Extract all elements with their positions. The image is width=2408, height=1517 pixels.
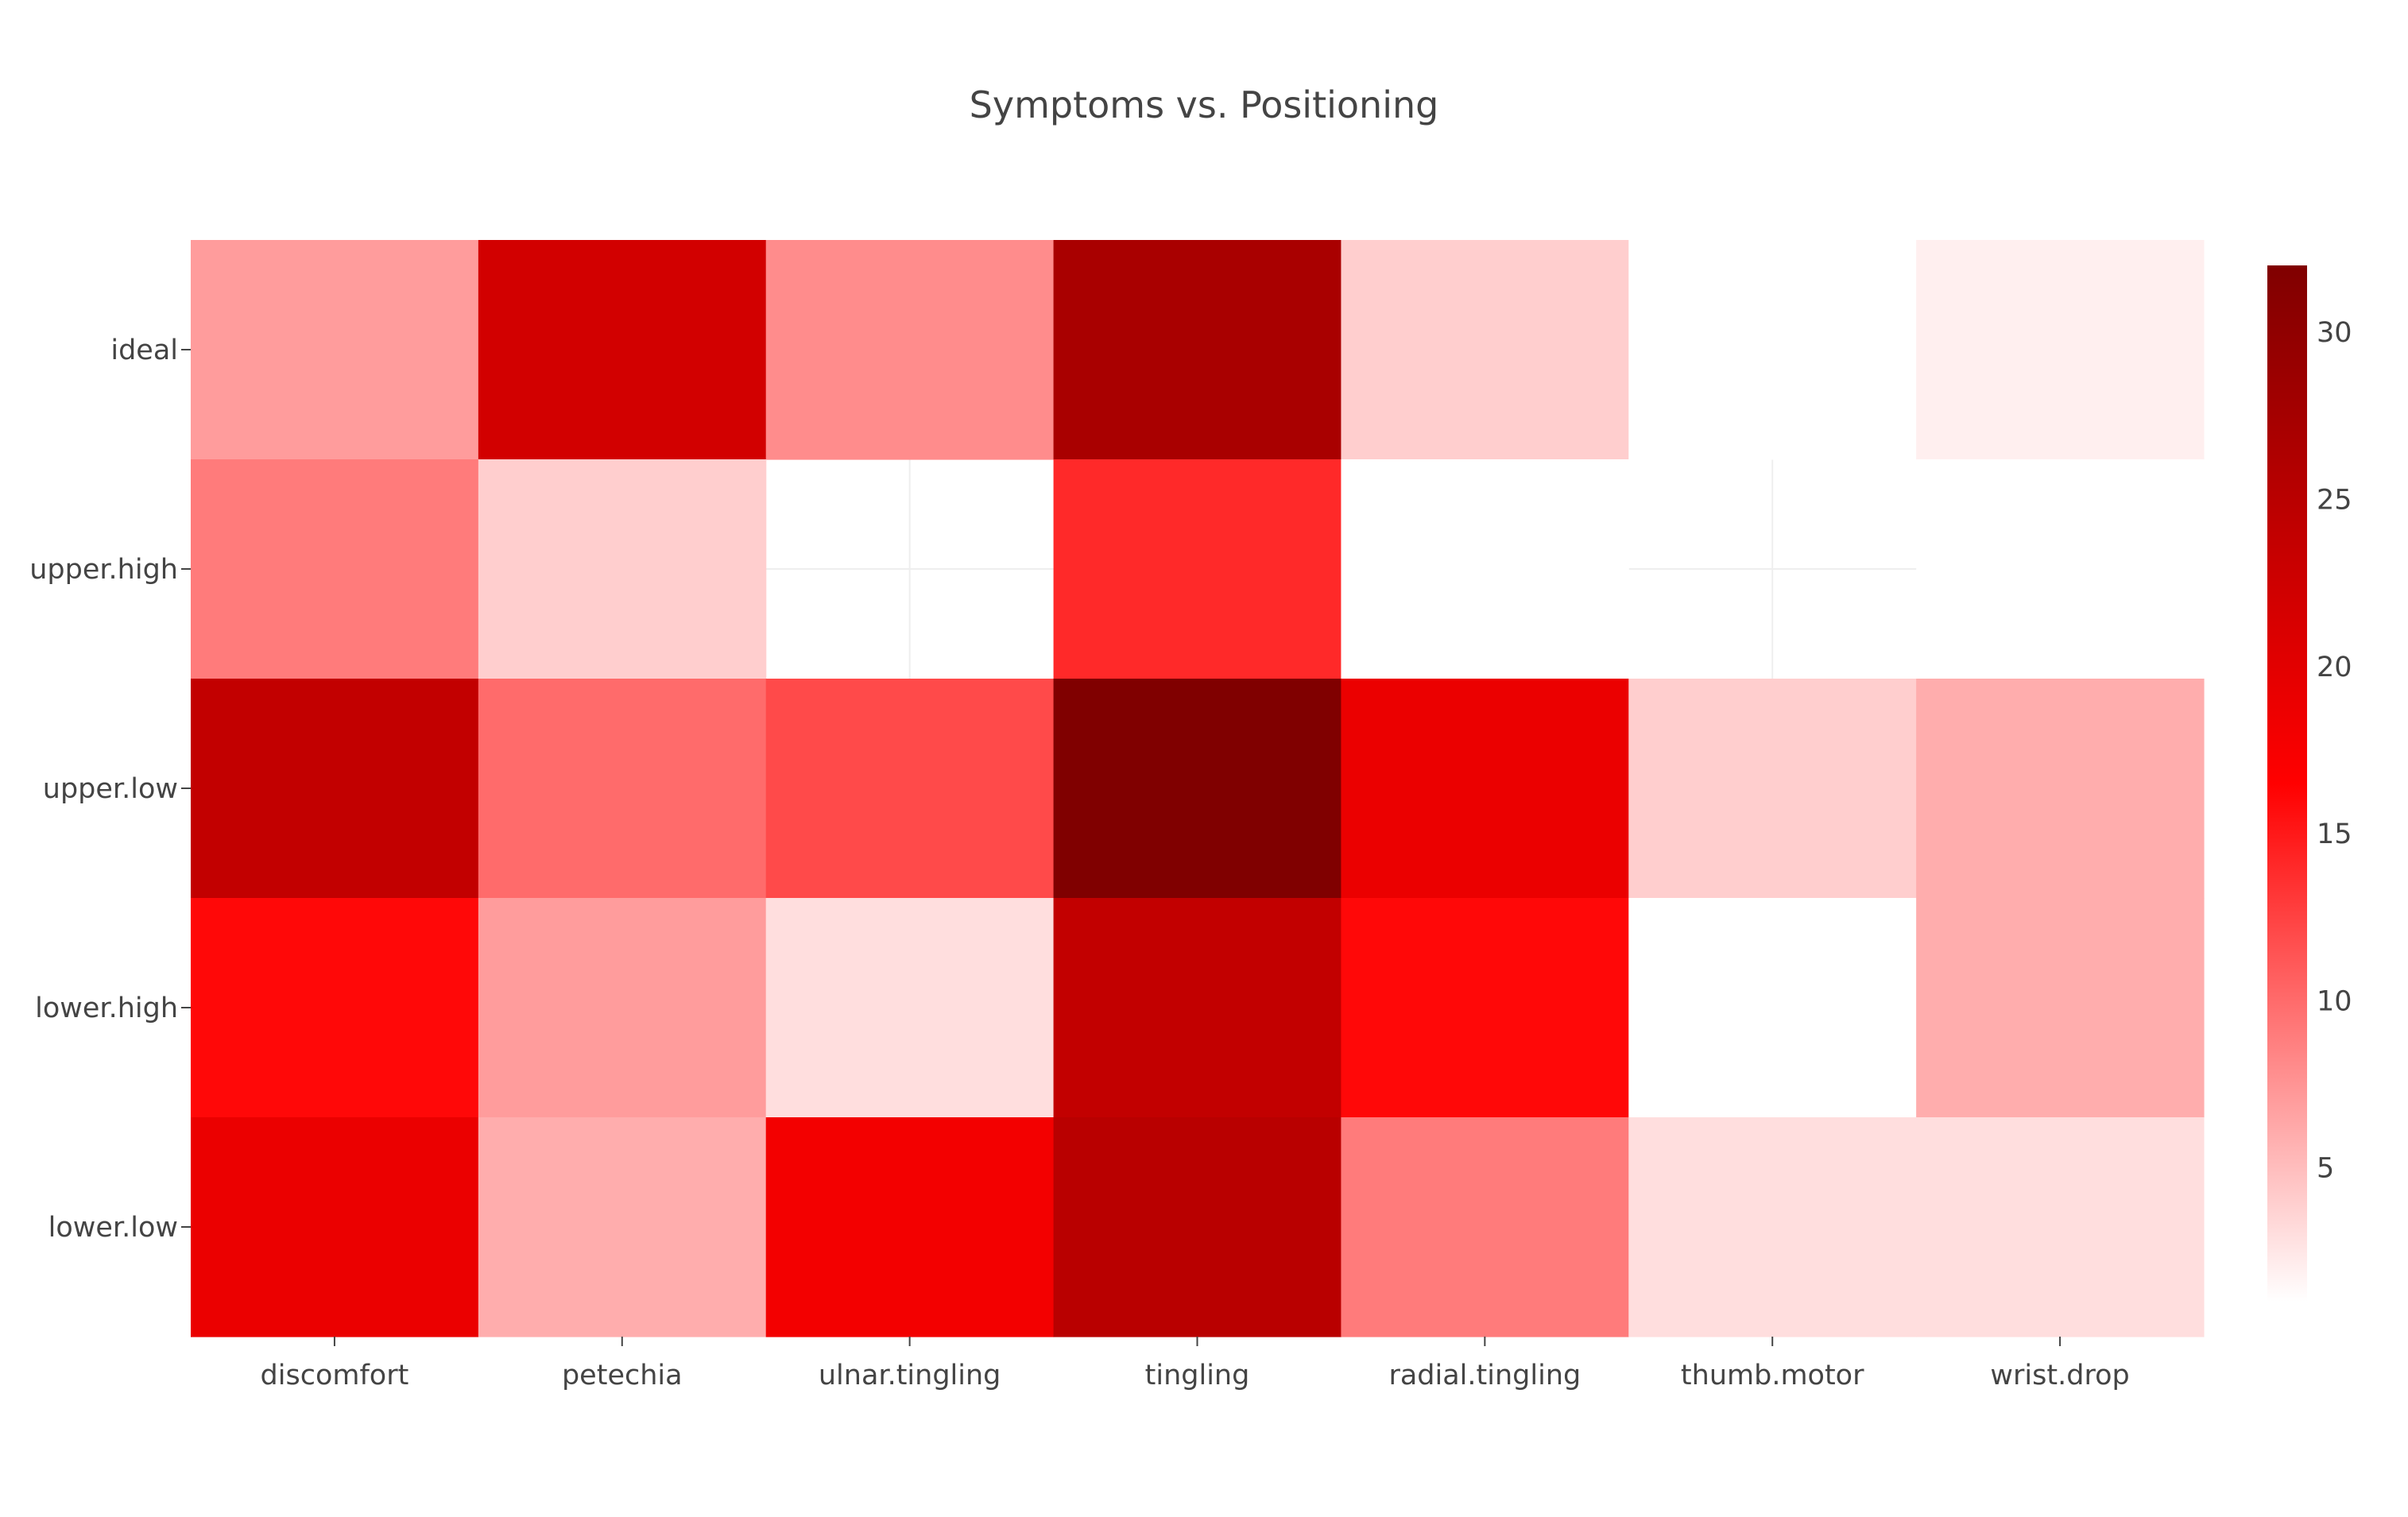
- heatmap-cell: [478, 240, 767, 460]
- heatmap-cells: [191, 240, 2205, 1337]
- heatmap-cell: [191, 1117, 479, 1337]
- heatmap-cell: [1053, 1117, 1342, 1337]
- colorbar-tick-label: 15: [2317, 818, 2352, 850]
- y-tick-label: lower.low: [48, 1212, 178, 1244]
- heatmap-cell: [1341, 1117, 1629, 1337]
- heatmap-cell: [1341, 898, 1629, 1118]
- heatmap-cell: [1628, 898, 1917, 1118]
- y-tick-label: ideal: [110, 335, 178, 366]
- y-tick-label: lower.high: [35, 993, 178, 1024]
- heatmap-cell: [478, 1117, 767, 1337]
- heatmap-cell: [478, 898, 767, 1118]
- heatmap-cell: [765, 240, 1055, 460]
- colorbar-tick-label: 5: [2317, 1153, 2334, 1185]
- heatmap-cell: [191, 679, 479, 899]
- heatmap-cell: [478, 679, 767, 899]
- heatmap-cell: [1341, 459, 1629, 679]
- heatmap-cell: [1916, 679, 2205, 899]
- heatmap-cell: [1053, 459, 1342, 679]
- x-tick-label: wrist.drop: [1990, 1360, 2129, 1391]
- heatmap-cell: [1628, 240, 1917, 460]
- colorbar: 5 10 15 20 25 30: [2267, 265, 2352, 1302]
- x-tick-label: discomfort: [261, 1360, 409, 1391]
- heatmap-cell: [765, 1117, 1055, 1337]
- x-tick-label: tingling: [1145, 1360, 1250, 1391]
- heatmap-cell: [1916, 240, 2205, 460]
- colorbar-gradient: [2267, 265, 2307, 1302]
- x-tick-label: thumb.motor: [1681, 1360, 1864, 1391]
- heatmap-cell: [1628, 679, 1917, 899]
- heatmap-cell: [1916, 1117, 2205, 1337]
- heatmap-cell: [478, 459, 767, 679]
- x-tick-label: radial.tingling: [1388, 1360, 1581, 1391]
- y-axis: ideal upper.high upper.low lower.high lower.…: [29, 335, 191, 1244]
- heatmap-cell: [1341, 679, 1629, 899]
- x-axis: discomfort petechia ulnar.tingling tingling…: [261, 1337, 2130, 1391]
- colorbar-tick-label: 30: [2317, 317, 2352, 349]
- heatmap-cell: [1916, 898, 2205, 1118]
- colorbar-tick-label: 10: [2317, 985, 2352, 1017]
- heatmap-cell: [1628, 1117, 1917, 1337]
- heatmap-cell: [1053, 240, 1342, 460]
- chart-title: Symptoms vs. Positioning: [970, 83, 1439, 126]
- heatmap-cell: [765, 898, 1055, 1118]
- x-tick-label: petechia: [562, 1360, 683, 1391]
- heatmap-cell: [765, 679, 1055, 899]
- x-tick-label: ulnar.tingling: [819, 1360, 1001, 1391]
- colorbar-tick-label: 25: [2317, 484, 2352, 516]
- heatmap-cell: [1053, 898, 1342, 1118]
- heatmap-cell: [191, 459, 479, 679]
- y-tick-label: upper.high: [29, 554, 178, 586]
- heatmap-cell: [1341, 240, 1629, 460]
- heatmap-cell: [191, 898, 479, 1118]
- heatmap-cell: [191, 240, 479, 460]
- heatmap-cell: [1916, 459, 2205, 679]
- colorbar-tick-label: 20: [2317, 652, 2352, 683]
- y-tick-label: upper.low: [43, 773, 178, 805]
- heatmap-cell: [1053, 679, 1342, 899]
